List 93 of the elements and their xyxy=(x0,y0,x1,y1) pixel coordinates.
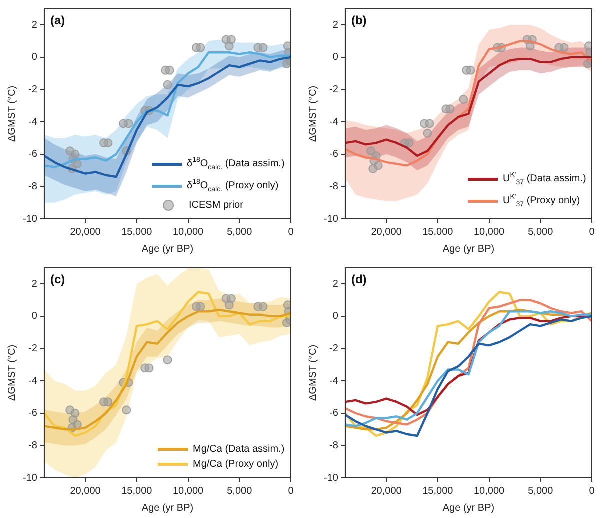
x-tick-label: 0 xyxy=(288,226,294,238)
x-tick-label: 15,000 xyxy=(422,226,454,238)
legend-label: Mg/Ca (Proxy only) xyxy=(193,458,279,472)
point xyxy=(196,43,206,52)
y-tick-label: 0 xyxy=(32,311,38,322)
y-tick-label: -8 xyxy=(330,181,339,192)
point xyxy=(404,138,414,148)
point xyxy=(282,318,291,328)
y-tick-label: -4 xyxy=(28,376,38,387)
y-tick-label: 0 xyxy=(32,52,38,64)
y-tick-label: 2 xyxy=(332,20,339,31)
y-tick-label: 0 xyxy=(332,311,339,322)
y-tick-label: -10 xyxy=(324,214,339,225)
y-tick-label: -4 xyxy=(28,116,38,128)
x-tick-label: 5,000 xyxy=(528,226,554,238)
chart-title: (b) xyxy=(351,13,367,28)
legend-label: δ$^{18}$O$_{calc.}$ (Proxy only) xyxy=(187,178,279,196)
point xyxy=(423,128,432,138)
legend-label: Mg/Ca (Data assim.) xyxy=(193,443,285,457)
x-tick-label: 15,000 xyxy=(422,486,454,497)
legend-label: ICESM prior xyxy=(189,198,244,213)
point xyxy=(196,302,206,312)
y-tick-label: -2 xyxy=(330,84,339,96)
y-tick-label: -6 xyxy=(330,149,339,160)
point xyxy=(104,138,113,148)
x-axis-title: Age (yr BP) xyxy=(442,244,495,255)
y-tick-label: -2 xyxy=(28,84,38,96)
point xyxy=(258,302,268,312)
x-tick-label: 5,000 xyxy=(227,226,253,238)
y-tick-label: -6 xyxy=(330,408,339,420)
x-tick-label: 20,000 xyxy=(371,486,402,497)
point xyxy=(282,59,291,68)
point xyxy=(526,42,535,51)
point xyxy=(459,94,468,104)
x-axis-title: Age (yr BP) xyxy=(442,502,495,514)
point xyxy=(224,42,234,51)
legend-label: δ$^{18}$O$_{calc.}$ (Data assim.) xyxy=(187,156,285,174)
y-axis-title: ΔGMST (°C) xyxy=(308,344,319,402)
point xyxy=(104,398,113,407)
point xyxy=(224,300,234,310)
y-tick-label: -10 xyxy=(23,472,38,484)
point xyxy=(124,119,134,128)
x-tick-label: 10,000 xyxy=(474,486,505,497)
x-tick-label: 20,000 xyxy=(70,486,102,497)
y-tick-label: -2 xyxy=(28,344,38,355)
y-tick-label: 2 xyxy=(32,278,38,290)
chart-title: (d) xyxy=(351,272,367,286)
point xyxy=(163,356,172,365)
x-tick-label: 15,000 xyxy=(122,226,153,238)
x-tick-label: 5,000 xyxy=(528,486,554,497)
point xyxy=(583,59,592,68)
chart-title: (c) xyxy=(50,272,66,286)
y-tick-label: -8 xyxy=(28,181,38,192)
x-tick-label: 0 xyxy=(288,486,294,497)
y-tick-label: -10 xyxy=(324,472,339,484)
x-tick-label: 10,000 xyxy=(474,226,505,238)
y-tick-label: -6 xyxy=(28,149,38,160)
y-tick-label: -6 xyxy=(28,408,38,420)
x-tick-label: 0 xyxy=(589,486,596,497)
point xyxy=(560,43,569,52)
legend-label: U$^{K'}$$_{37}$ (Data assim.) xyxy=(503,171,586,188)
x-tick-label: 5,000 xyxy=(227,486,253,497)
y-axis-title: ΔGMST (°C) xyxy=(6,344,18,402)
x-tick-label: 15,000 xyxy=(122,486,153,497)
y-tick-label: -10 xyxy=(23,214,38,225)
chart-title: (a) xyxy=(50,13,66,28)
point xyxy=(425,119,434,128)
y-tick-label: 2 xyxy=(332,278,339,290)
point xyxy=(144,364,154,373)
y-axis-title: ΔGMST (°C) xyxy=(6,86,18,142)
point xyxy=(122,406,132,415)
y-tick-label: -8 xyxy=(28,440,38,452)
point xyxy=(163,80,172,90)
x-tick-label: 10,000 xyxy=(172,486,204,497)
point xyxy=(258,43,268,52)
point xyxy=(466,66,476,75)
point xyxy=(165,66,174,75)
x-axis-title: Age (yr BP) xyxy=(142,244,194,255)
y-tick-label: -8 xyxy=(330,440,339,452)
legend-label: U$^{K'}$$_{37}$ (Proxy only) xyxy=(503,193,580,211)
x-tick-label: 10,000 xyxy=(172,226,204,238)
y-axis-title: ΔGMST (°C) xyxy=(308,86,319,142)
x-tick-label: 20,000 xyxy=(371,226,402,238)
y-tick-label: 0 xyxy=(332,52,339,64)
y-tick-label: -4 xyxy=(330,376,339,387)
y-tick-label: -4 xyxy=(330,116,339,128)
y-tick-label: -2 xyxy=(330,344,339,355)
point xyxy=(446,104,455,114)
x-tick-label: 20,000 xyxy=(70,226,102,238)
x-axis-title: Age (yr BP) xyxy=(142,502,194,514)
point xyxy=(368,164,378,174)
y-tick-label: 2 xyxy=(32,20,38,31)
x-tick-label: 0 xyxy=(589,226,596,238)
